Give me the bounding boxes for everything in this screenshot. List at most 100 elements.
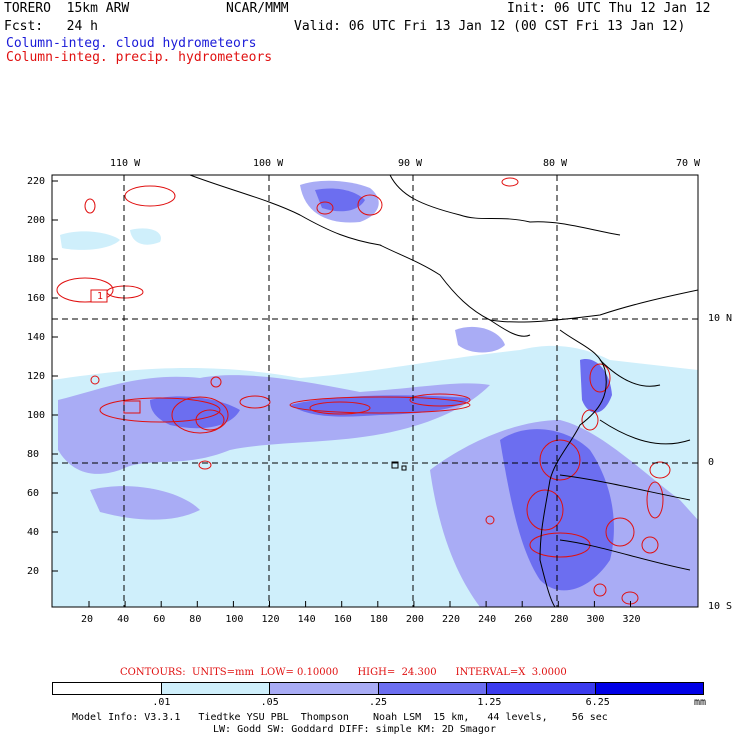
precip-contour: [646, 481, 664, 519]
color-bar-tick: .01: [152, 697, 171, 708]
precip-contour: [309, 401, 371, 415]
color-bar-tick: 1.25: [477, 697, 502, 708]
cloud-field-dark: [290, 395, 470, 417]
precip-contour: [316, 201, 334, 215]
x-tick-label: 120: [261, 614, 280, 625]
x-tick-label: 280: [550, 614, 569, 625]
x-tick-label: 320: [622, 614, 641, 625]
cloud-field-light: [130, 228, 161, 245]
precip-contour: [649, 461, 671, 479]
longitude-label: 90 W: [398, 158, 423, 169]
cloud-field-light: [60, 231, 120, 250]
precip-contour: [357, 194, 383, 216]
precip-contour: [99, 397, 221, 423]
color-bar-tick: .25: [369, 697, 388, 708]
y-tick-label: 60: [27, 488, 40, 499]
y-tick-label: 100: [27, 410, 46, 421]
x-tick-label: 80: [189, 614, 202, 625]
color-bar-tick: 6.25: [585, 697, 610, 708]
latlon-grid: [52, 175, 698, 607]
model-title: TORERO 15km ARW: [4, 1, 130, 16]
x-tick-label: 240: [478, 614, 497, 625]
x-tick-label: 180: [369, 614, 388, 625]
x-tick-label: 40: [117, 614, 130, 625]
color-bar-segment: [486, 683, 595, 694]
y-tick-label: 120: [27, 371, 46, 382]
x-tick-label: 220: [442, 614, 461, 625]
map-frame: [51, 174, 699, 608]
x-tick-label: 260: [514, 614, 533, 625]
precip-contour: [124, 185, 176, 207]
coastline-gulf: [389, 175, 621, 236]
color-bar: [52, 682, 704, 695]
y-tick-label: 40: [27, 527, 40, 538]
y-tick-label: 20: [27, 566, 40, 577]
model-physics: LW: Godd SW: Goddard DIFF: simple KM: 2D…: [213, 724, 496, 735]
color-bar-segment: [594, 683, 703, 694]
cloud-field-dark: [315, 188, 365, 212]
model-info: Model Info: V3.3.1 Tiedtke YSU PBL Thomp…: [72, 712, 608, 723]
longitude-label: 80 W: [543, 158, 568, 169]
latitude-label: 0: [708, 457, 715, 468]
precip-contour: [195, 409, 225, 431]
color-bar-tick: .05: [260, 697, 279, 708]
cloud-field-mid: [455, 326, 505, 353]
precip-contour: [589, 363, 611, 393]
coastline-caribbean: [489, 289, 698, 323]
legend-precip: Column-integ. precip. hydrometeors: [6, 50, 273, 65]
precip-contour: [198, 460, 212, 470]
precip-contour: [526, 489, 564, 531]
precip-contour: [539, 439, 581, 481]
x-tick-label: 200: [405, 614, 424, 625]
y-tick-label: 180: [27, 254, 46, 265]
cloud-field-mid: [90, 486, 200, 520]
precip-contour: [239, 395, 271, 409]
contour-info: CONTOURS: UNITS=mm LOW= 0.10000 HIGH= 24…: [120, 667, 567, 678]
field-layer: [52, 175, 698, 607]
precip-contour: [84, 198, 96, 214]
border-lines: [559, 359, 691, 571]
longitude-label: 70 W: [676, 158, 701, 169]
x-tick-label: 140: [297, 614, 316, 625]
x-tick-label: 160: [333, 614, 352, 625]
axis-ticks: [52, 180, 631, 607]
legend-cloud: Column-integ. cloud hydrometeors: [6, 36, 257, 51]
init-time: Init: 06 UTC Thu 12 Jan 12: [507, 1, 711, 16]
precip-contour: [605, 517, 635, 547]
color-bar-units: mm: [694, 697, 707, 708]
x-tick-label: 100: [225, 614, 244, 625]
precip-contour: [501, 177, 519, 187]
color-bar-segment: [53, 683, 161, 694]
cloud-field-dark: [580, 359, 612, 413]
contour-label-box: [90, 289, 108, 303]
precip-contour: [210, 376, 222, 388]
precip-contour: [641, 536, 659, 554]
precip-contour: [90, 375, 100, 385]
coastline-south-america: [539, 329, 607, 607]
x-tick-label: 300: [586, 614, 605, 625]
precip-contour: [56, 277, 114, 303]
coastlines: [189, 175, 698, 607]
y-tick-label: 200: [27, 215, 46, 226]
x-tick-label: 60: [153, 614, 166, 625]
precip-contour: [581, 409, 599, 431]
color-bar-segment: [160, 683, 269, 694]
y-tick-label: 80: [27, 449, 40, 460]
y-tick-label: 140: [27, 332, 46, 343]
color-bar-segment: [377, 683, 486, 694]
color-bar-segment: [269, 683, 378, 694]
precip-contour: [485, 515, 495, 525]
precip-contour: [529, 532, 591, 558]
contour-value-label: 1: [97, 291, 104, 302]
latitude-label: 10 N: [708, 313, 733, 324]
forecast-hour: Fcst: 24 h: [4, 19, 98, 34]
latitude-label: 10 S: [708, 601, 733, 612]
x-tick-label: 20: [81, 614, 94, 625]
galapagos: [391, 461, 407, 471]
valid-time: Valid: 06 UTC Fri 13 Jan 12 (00 CST Fri …: [294, 19, 686, 34]
precip-contour: [593, 583, 607, 597]
precip-contour: [289, 396, 471, 414]
cloud-field-dark: [150, 396, 240, 429]
